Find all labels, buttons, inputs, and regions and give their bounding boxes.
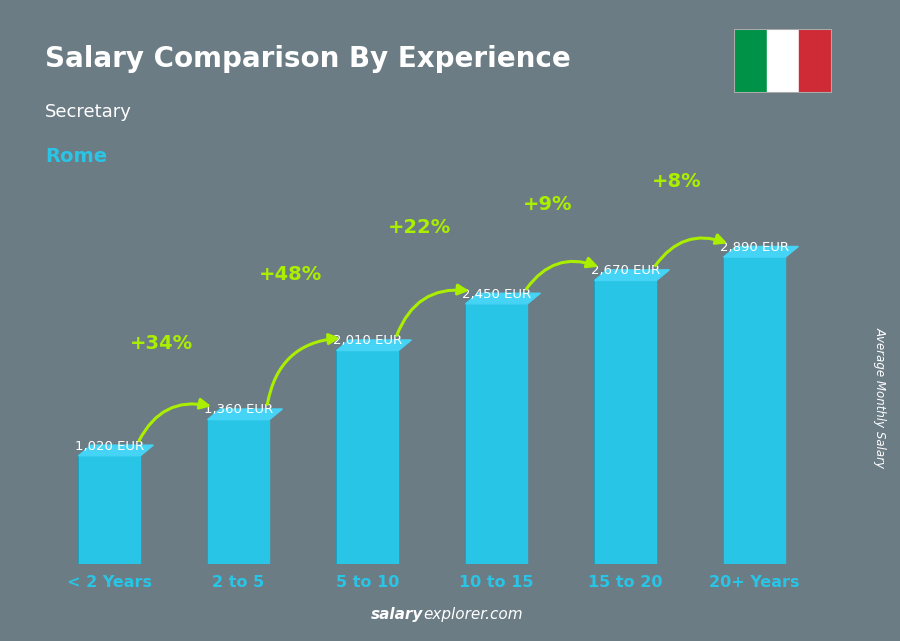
Polygon shape (337, 351, 399, 564)
Polygon shape (78, 456, 140, 564)
Text: 2,450 EUR: 2,450 EUR (462, 288, 531, 301)
Bar (767, 29, 799, 93)
Text: Salary Comparison By Experience: Salary Comparison By Experience (45, 45, 571, 73)
Text: +48%: +48% (258, 265, 321, 284)
Text: +34%: +34% (130, 334, 193, 353)
Polygon shape (595, 281, 656, 564)
Polygon shape (724, 247, 798, 257)
Polygon shape (337, 340, 411, 351)
Polygon shape (465, 293, 479, 564)
Text: +9%: +9% (523, 195, 572, 214)
Text: salary: salary (371, 607, 423, 622)
Polygon shape (208, 420, 269, 564)
Polygon shape (724, 257, 786, 564)
Polygon shape (78, 445, 153, 456)
Text: +22%: +22% (388, 219, 451, 237)
Text: +8%: +8% (652, 172, 702, 191)
Polygon shape (208, 409, 283, 420)
Text: Average Monthly Salary: Average Monthly Salary (874, 327, 886, 468)
Text: explorer.com: explorer.com (423, 607, 523, 622)
Text: 2,890 EUR: 2,890 EUR (720, 241, 788, 254)
Text: 2,010 EUR: 2,010 EUR (333, 335, 401, 347)
Bar (799, 29, 833, 93)
Polygon shape (78, 445, 92, 564)
Polygon shape (208, 409, 220, 564)
Text: 1,020 EUR: 1,020 EUR (75, 440, 144, 453)
Text: 1,360 EUR: 1,360 EUR (203, 403, 273, 417)
Polygon shape (337, 340, 349, 564)
Polygon shape (724, 247, 736, 564)
Text: Rome: Rome (45, 147, 107, 167)
Polygon shape (465, 293, 540, 304)
Text: 2,670 EUR: 2,670 EUR (590, 264, 660, 278)
Bar (734, 29, 767, 93)
Polygon shape (595, 270, 608, 564)
Text: Secretary: Secretary (45, 103, 132, 121)
Polygon shape (595, 270, 670, 281)
Polygon shape (465, 304, 527, 564)
